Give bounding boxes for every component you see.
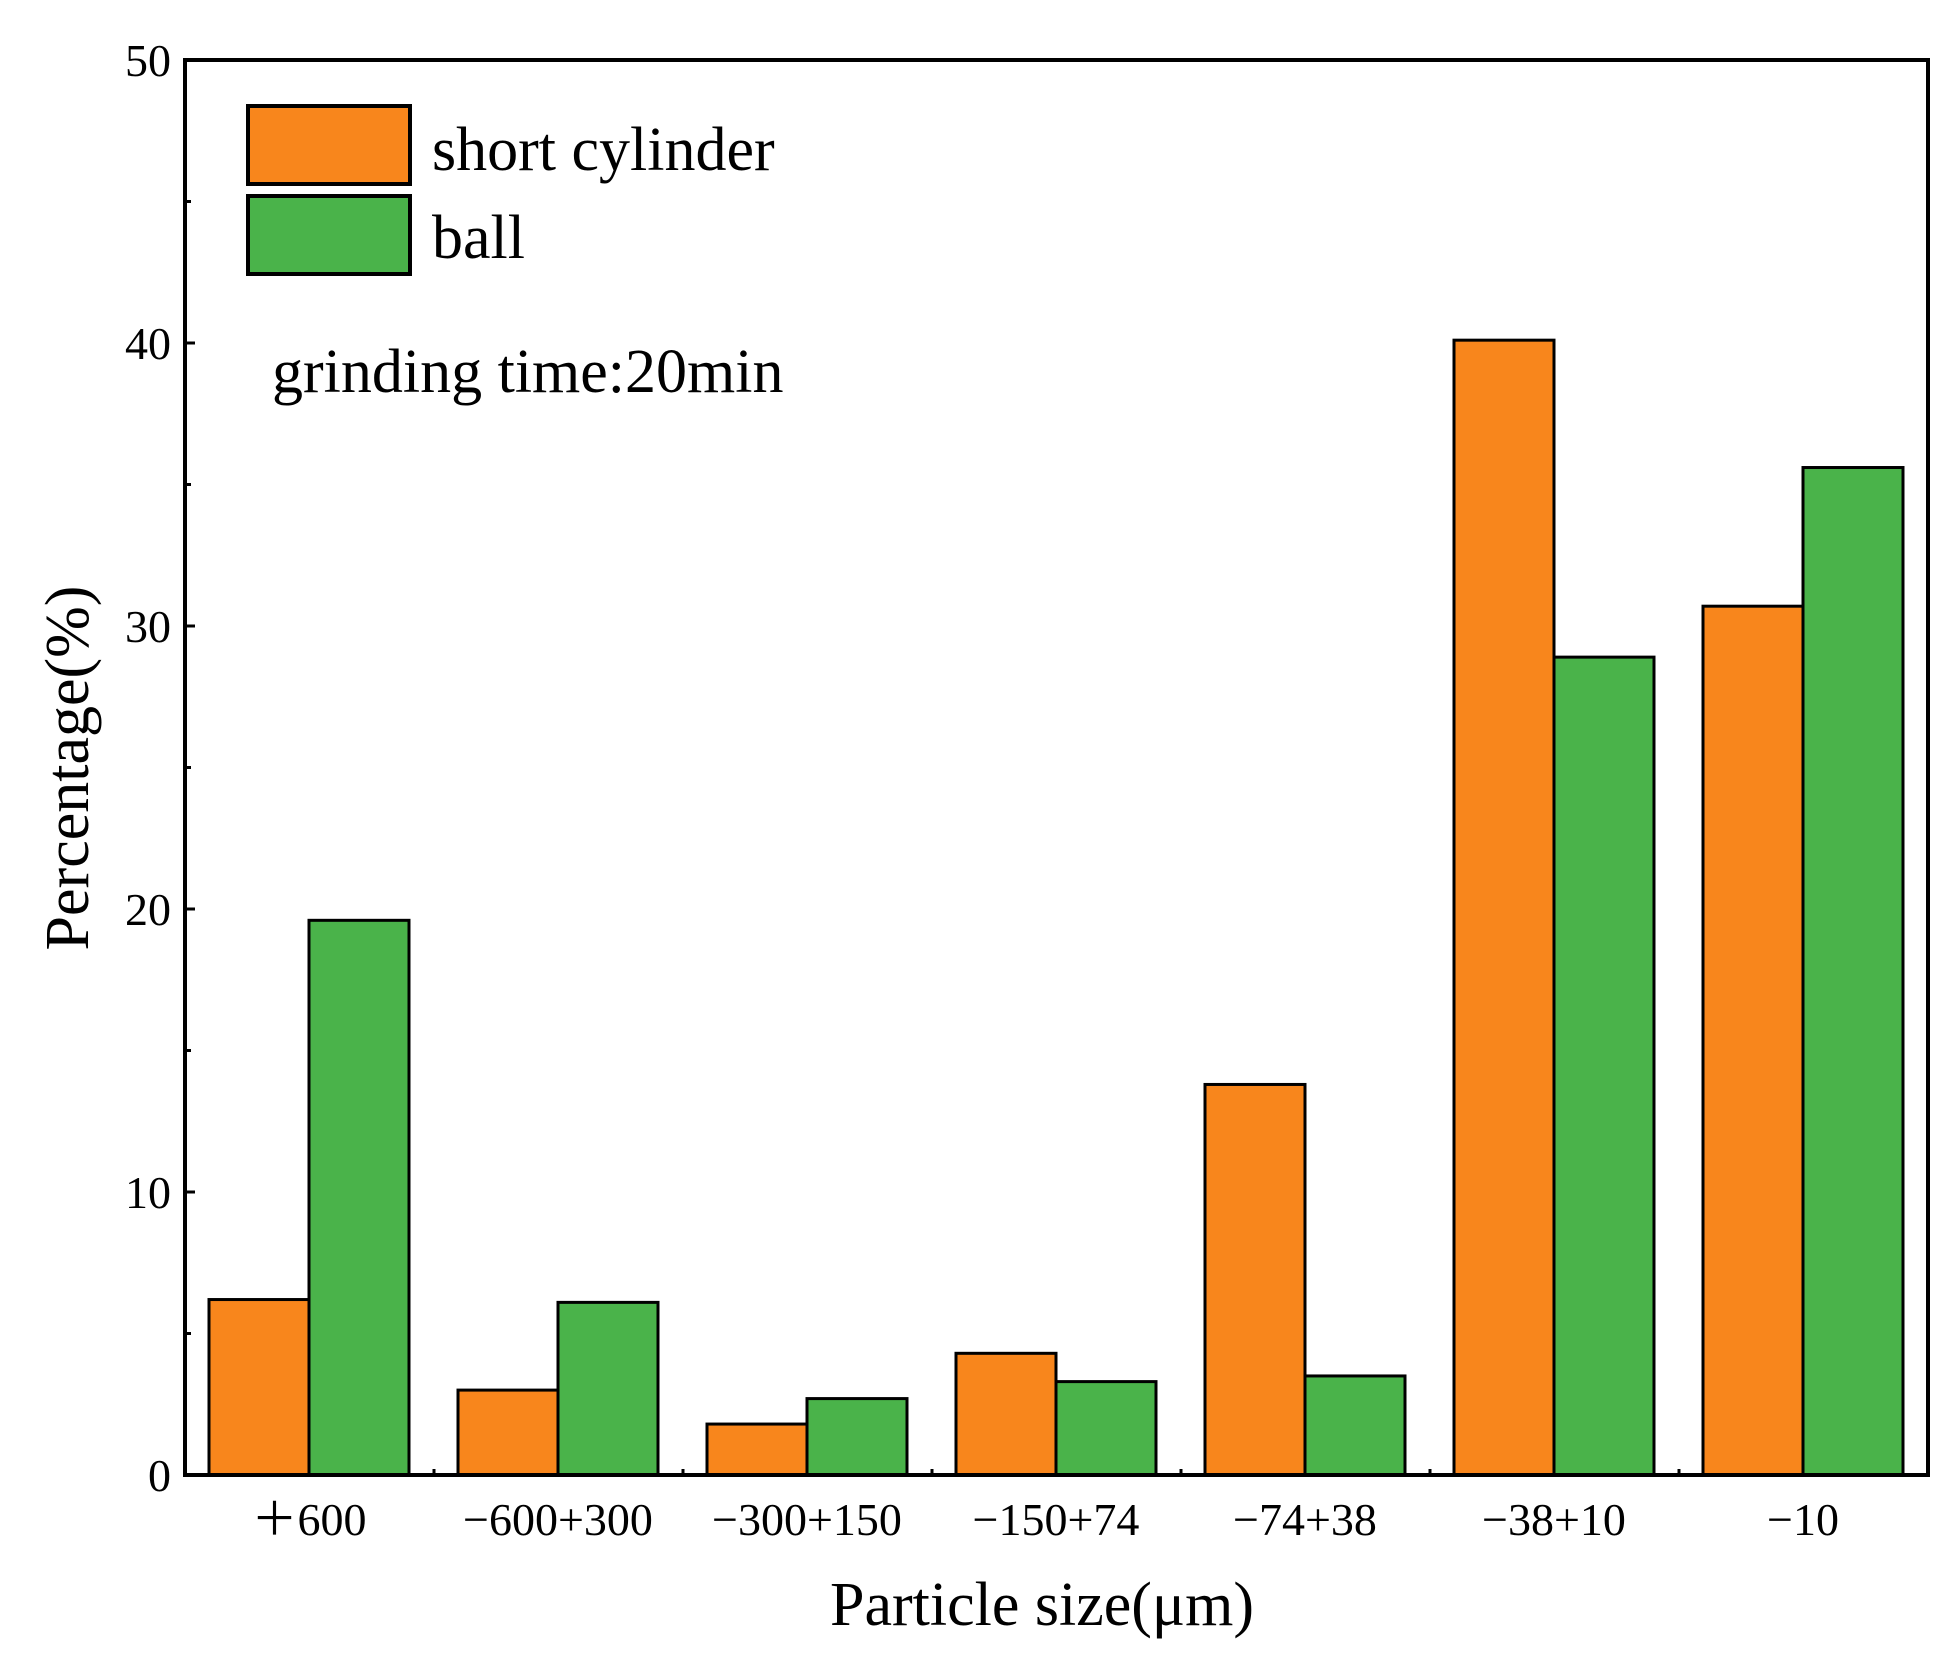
- bar-ball-5: [1303, 1374, 1407, 1477]
- x-tick-label: −74+38: [1233, 1494, 1377, 1545]
- y-axis-title: Percentage(%): [34, 586, 102, 951]
- bar-ball-6: [1552, 655, 1656, 1477]
- x-tick-label: ＋600: [252, 1494, 367, 1545]
- x-axis-title: Particle size(μm): [830, 1571, 1254, 1639]
- bar-short-cylinder-6: [1452, 338, 1556, 1477]
- x-tick-label: −10: [1767, 1494, 1839, 1545]
- x-tick-label: −150+74: [973, 1494, 1140, 1545]
- y-tick-label: 10: [125, 1167, 171, 1218]
- bar-short-cylinder-7: [1701, 604, 1805, 1477]
- y-tick-label: 20: [125, 884, 171, 935]
- bar-short-cylinder-3: [705, 1422, 809, 1477]
- y-tick-label: 30: [125, 601, 171, 652]
- bar-ball-3: [805, 1397, 909, 1477]
- y-tick-label: 50: [125, 35, 171, 86]
- bar-ball-1: [307, 918, 411, 1477]
- bar-ball-7: [1801, 466, 1905, 1477]
- bar-ball-4: [1054, 1380, 1158, 1477]
- legend-swatch-short-cylinder: [246, 104, 412, 186]
- bar-short-cylinder-5: [1203, 1082, 1307, 1477]
- grinding-time-annotation: grinding time:20min: [272, 338, 783, 406]
- y-tick-label: 40: [125, 318, 171, 369]
- legend-label-ball: ball: [432, 204, 525, 272]
- bar-ball-2: [556, 1300, 660, 1477]
- legend: short cylinder ball: [246, 104, 775, 276]
- bar-short-cylinder-2: [456, 1388, 560, 1477]
- plot-frame: [183, 58, 1930, 1477]
- bars-group: [207, 338, 1905, 1477]
- x-tick-label: −38+10: [1482, 1494, 1626, 1545]
- bar-short-cylinder-1: [207, 1298, 311, 1477]
- axis-ticks: ＋600 −600+300 −300+150 −150+74 −74+38 −38+10 −…: [125, 35, 1839, 1545]
- legend-label-short-cylinder: short cylinder: [432, 116, 775, 184]
- legend-swatch-ball: [246, 194, 412, 276]
- x-tick-label: −300+150: [712, 1494, 902, 1545]
- bar-short-cylinder-4: [954, 1351, 1058, 1477]
- y-tick-label: 0: [148, 1450, 171, 1501]
- x-tick-label: −600+300: [463, 1494, 653, 1545]
